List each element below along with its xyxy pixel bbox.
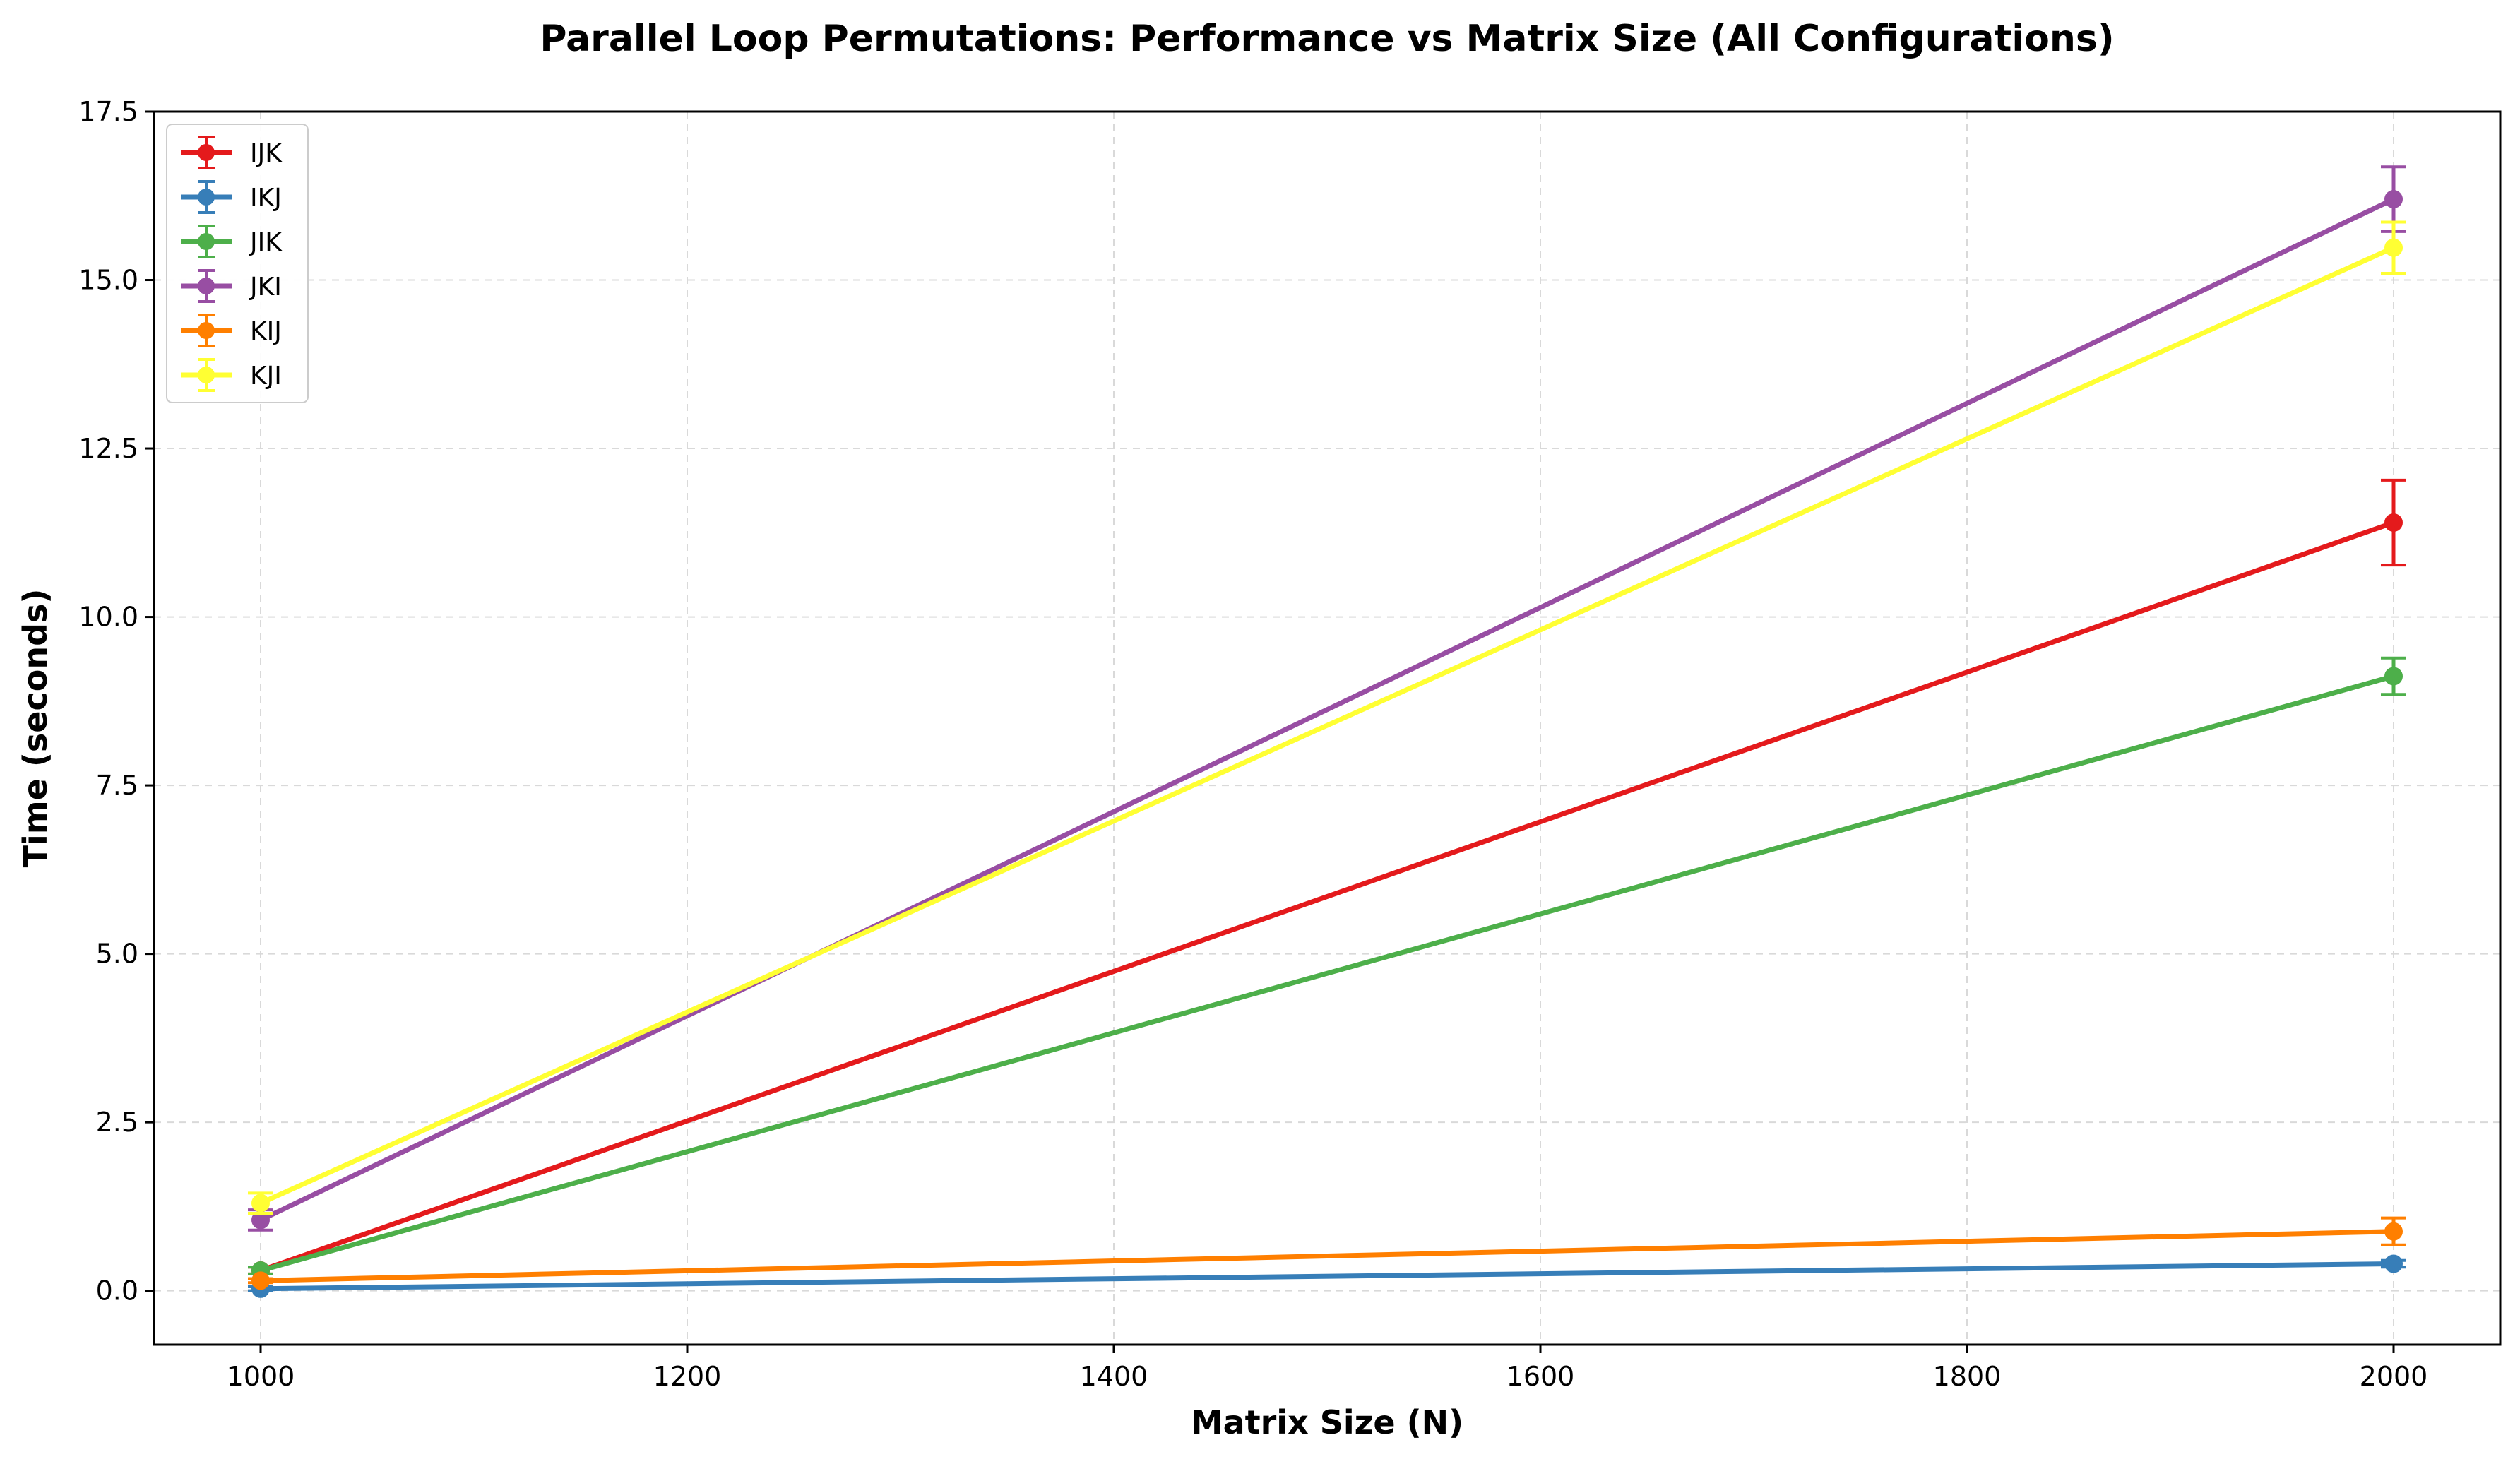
y-tick-label: 12.5: [78, 433, 138, 464]
data-point: [251, 1210, 270, 1230]
legend-marker: [198, 367, 215, 383]
legend-marker: [198, 144, 215, 161]
legend-label: KJI: [250, 362, 282, 391]
series-line: [260, 1229, 2394, 1283]
y-tick-label: 17.5: [78, 96, 138, 127]
y-tick-label: 5.0: [96, 939, 138, 970]
legend-item-ijk: IJK: [181, 136, 283, 169]
x-tick-label: 2000: [2360, 1361, 2428, 1392]
x-tick-label: 1800: [1933, 1361, 2002, 1392]
y-tick-label: 10.0: [78, 602, 138, 633]
data-point: [2384, 1222, 2403, 1241]
series-line: [259, 245, 2395, 1206]
data-point: [2384, 513, 2403, 532]
legend-marker: [198, 278, 215, 294]
legend-marker: [198, 322, 215, 339]
x-tick-label: 1400: [1080, 1361, 1148, 1392]
legend-item-kij: KIJ: [181, 314, 282, 347]
data-point: [2384, 1254, 2403, 1273]
chart-title: Parallel Loop Permutations: Performance …: [540, 18, 2114, 60]
legend-box: [166, 124, 309, 403]
legend-label: JKI: [249, 273, 282, 302]
y-tick-label: 15.0: [78, 265, 138, 296]
legend-label: KIJ: [250, 317, 282, 346]
series-line: [259, 196, 2395, 1222]
data-point: [2384, 238, 2403, 257]
y-tick-label: 7.5: [96, 770, 138, 801]
legend-item-kji: KJI: [181, 358, 282, 392]
legend-marker: [198, 233, 215, 250]
data-point: [2384, 190, 2403, 209]
chart-legend: IJK IKJ JIK JKI KIJ KJI: [166, 124, 309, 403]
series-line: [260, 674, 2394, 1273]
legend-label: IJK: [250, 139, 283, 168]
series-kij: [248, 1216, 2406, 1290]
data-point: [251, 1194, 270, 1213]
legend-item-jik: JIK: [181, 225, 283, 258]
series-kji: [248, 220, 2406, 1215]
data-point: [251, 1271, 270, 1290]
data-point: [2384, 667, 2403, 686]
axis-ticks: 1000 1200 1400 1600 1800 2000 0.0 2.5 5.0 7.5 10.0…: [78, 96, 2427, 1392]
legend-item-jki: JKI: [181, 269, 282, 303]
legend-label: JIK: [249, 228, 283, 257]
legend-item-ikj: IKJ: [181, 180, 282, 214]
y-tick-label: 0.0: [96, 1275, 138, 1307]
x-tick-label: 1000: [227, 1361, 295, 1392]
plot-area-frame: [153, 110, 2502, 1346]
series-lines: [248, 165, 2406, 1298]
y-tick-label: 2.5: [96, 1107, 138, 1138]
x-axis-label: Matrix Size (N): [1191, 1403, 1463, 1441]
x-tick-label: 1200: [653, 1361, 722, 1392]
y-axis-label: Time (seconds): [16, 589, 54, 868]
series-line: [259, 520, 2395, 1273]
legend-marker: [198, 189, 215, 206]
legend-label: IKJ: [250, 184, 282, 213]
x-tick-label: 1600: [1506, 1361, 1575, 1392]
series-line: [260, 1261, 2394, 1292]
